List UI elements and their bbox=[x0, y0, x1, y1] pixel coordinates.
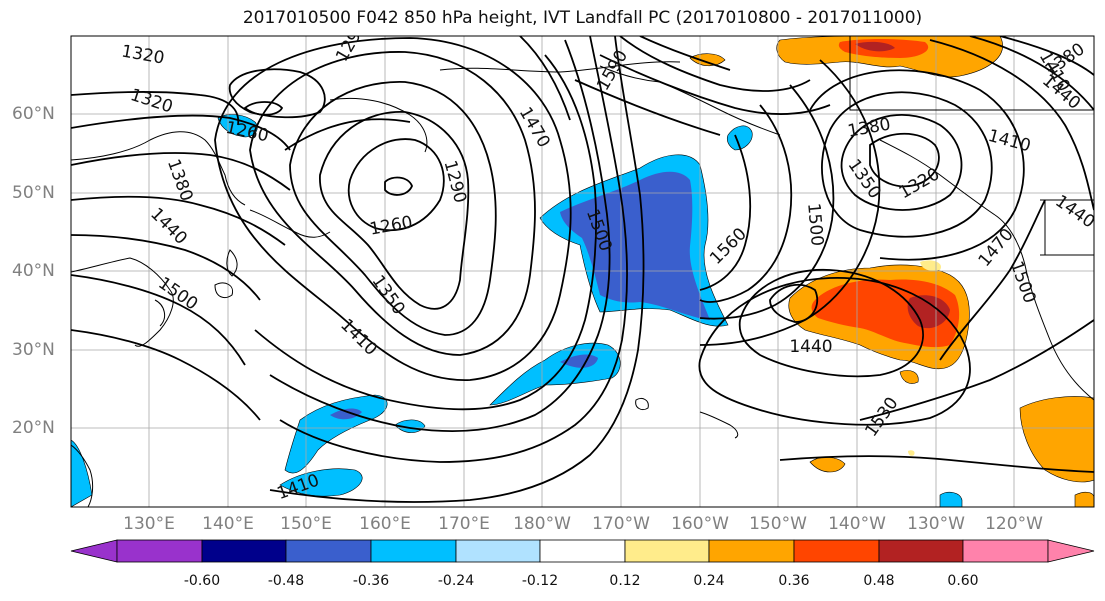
lat-tick-label: 20°N bbox=[12, 418, 55, 438]
colorbar-tick-label: -0.12 bbox=[521, 573, 559, 589]
colorbar-extend-low bbox=[70, 539, 118, 563]
coastlines bbox=[71, 36, 1094, 507]
lat-tick-label: 40°N bbox=[12, 261, 55, 281]
contour-label: 1500 bbox=[803, 202, 827, 247]
colorbar bbox=[70, 539, 1095, 563]
lon-tick-label: 130°W bbox=[907, 514, 965, 534]
colorbar-segment bbox=[962, 539, 1049, 563]
map-title: 2017010500 F042 850 hPa height, IVT Land… bbox=[242, 8, 923, 28]
colorbar-tick-label: -0.24 bbox=[437, 573, 475, 589]
lon-tick-label: 160°E bbox=[359, 514, 411, 534]
colorbar-segment bbox=[878, 539, 964, 563]
colorbar-tick-label: 0.12 bbox=[609, 573, 641, 589]
colorbar-segment bbox=[793, 539, 880, 563]
lon-tick-label: 140°W bbox=[828, 514, 886, 534]
lon-tick-label: 130°E bbox=[123, 514, 175, 534]
lon-tick-label: 170°E bbox=[438, 514, 490, 534]
map-border bbox=[70, 35, 1095, 508]
colorbar-extend-high bbox=[1047, 539, 1095, 563]
lon-tick-label: 150°W bbox=[749, 514, 807, 534]
colorbar-segment bbox=[624, 539, 710, 563]
lat-tick-label: 50°N bbox=[12, 183, 55, 203]
colorbar-segment bbox=[285, 539, 372, 563]
lon-tick-label: 160°W bbox=[671, 514, 729, 534]
lon-tick-label: 180°W bbox=[513, 514, 571, 534]
lon-tick-label: 120°W bbox=[985, 514, 1043, 534]
colorbar-segment bbox=[370, 539, 457, 563]
colorbar-segment bbox=[539, 539, 626, 563]
lat-tick-label: 30°N bbox=[12, 340, 55, 360]
colorbar-tick-label: 0.36 bbox=[778, 573, 810, 589]
lon-tick-label: 140°E bbox=[202, 514, 254, 534]
colorbar-segment bbox=[455, 539, 541, 563]
colorbar-tick-label: -0.48 bbox=[267, 573, 305, 589]
lat-tick-label: 60°N bbox=[12, 104, 55, 124]
contour-label: 1440 bbox=[789, 337, 832, 357]
colorbar-tick-label: 0.24 bbox=[693, 573, 725, 589]
colorbar-tick-label: -0.60 bbox=[183, 573, 221, 589]
colorbar-tick-label: 0.60 bbox=[947, 573, 979, 589]
height-contours bbox=[71, 36, 1094, 503]
lon-tick-label: 170°W bbox=[592, 514, 650, 534]
colorbar-segment bbox=[201, 539, 287, 563]
lon-tick-label: 150°E bbox=[280, 514, 332, 534]
colorbar-tick-label: -0.36 bbox=[352, 573, 390, 589]
ivt-positive-core bbox=[855, 41, 950, 329]
colorbar-segment bbox=[116, 539, 203, 563]
colorbar-segment bbox=[708, 539, 795, 563]
colorbar-tick-label: 0.48 bbox=[863, 573, 895, 589]
